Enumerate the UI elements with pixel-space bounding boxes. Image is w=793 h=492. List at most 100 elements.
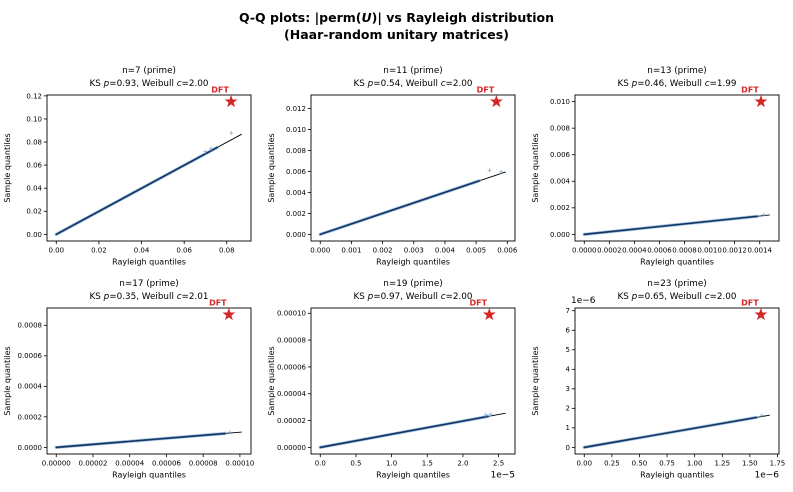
y-axis-label: Sample quantiles	[267, 346, 276, 415]
subplot-subtitle: KS p=0.97, Weibull c=2.00	[353, 292, 472, 302]
x-tick-label: 0.00010	[225, 460, 254, 468]
x-tick-label: 1.75	[769, 460, 785, 468]
x-tick-label: 0.0010	[697, 247, 722, 255]
y-tick-label: 0.00000	[277, 444, 306, 452]
figure-title: Q-Q plots: |perm(U)| vs Rayleigh distrib…	[0, 0, 793, 43]
y-tick-label: 0.0008	[17, 322, 42, 330]
x-tick-label: 0.0002	[597, 247, 622, 255]
y-tick-label: 0.002	[285, 210, 305, 218]
dft-annotation: DFT	[741, 299, 759, 308]
qq-subplot-n13: n=13 (prime) KS p=0.46, Weibull c=1.99 0.0…	[531, 66, 779, 267]
subplot-grid: n=7 (prime) KS p=0.93, Weibull c=2.00 0.00…	[0, 57, 793, 483]
y-tick-label: 0.006	[549, 151, 570, 159]
outlier-marker	[498, 169, 503, 174]
x-axis-offset: 1e−5	[490, 471, 515, 481]
x-tick-label: 1.25	[714, 460, 730, 468]
x-tick-label: 0.003	[403, 247, 423, 255]
y-tick-label: 0.000	[549, 231, 569, 239]
data-quantile-line	[583, 416, 757, 448]
x-tick-label: 0.000	[310, 247, 330, 255]
x-tick-label: 2.5	[493, 460, 504, 468]
x-tick-label: 0.0012	[722, 247, 747, 255]
y-tick-label: 3	[565, 385, 569, 393]
x-tick-label: 0.25	[604, 460, 620, 468]
x-tick-label: 0.0000	[572, 247, 597, 255]
y-tick-label: 0.00	[26, 231, 42, 239]
y-axis-label: Sample quantiles	[531, 346, 540, 415]
y-axis-label: Sample quantiles	[3, 346, 12, 415]
y-tick-label: 0.02	[26, 208, 42, 216]
x-tick-label: 1.0	[386, 460, 397, 468]
x-tick-label: 0.00000	[41, 460, 70, 468]
outlier-marker	[228, 131, 233, 136]
data-quantile-line	[319, 180, 480, 235]
subplot-subtitle: KS p=0.93, Weibull c=2.00	[89, 79, 208, 89]
y-axis-offset: 1e−6	[571, 296, 596, 306]
y-tick-label: 0.08	[26, 138, 42, 146]
axes-frame	[310, 94, 515, 242]
qq-subplot-n23: n=23 (prime) KS p=0.65, Weibull c=2.00 0.0…	[531, 279, 785, 481]
outlier-marker	[761, 212, 766, 217]
outlier-marker	[227, 430, 232, 435]
y-tick-label: 0.010	[549, 98, 569, 106]
dft-annotation: DFT	[741, 86, 759, 95]
dft-annotation: DFT	[211, 86, 229, 95]
figure-title-line1: Q-Q plots: |perm(U)| vs Rayleigh distrib…	[0, 9, 793, 26]
x-axis-label: Rayleigh quantiles	[112, 258, 186, 267]
y-tick-label: 0.008	[285, 147, 305, 155]
x-tick-label: 0.00008	[188, 460, 217, 468]
y-tick-label: 0.010	[285, 126, 305, 134]
x-tick-label: 0.00002	[78, 460, 107, 468]
y-tick-label: 0.004	[285, 189, 306, 197]
x-tick-label: 0.02	[91, 247, 107, 255]
x-tick-label: 1.00	[686, 460, 702, 468]
y-tick-label: 0.00004	[277, 390, 306, 398]
outlier-marker	[208, 146, 213, 151]
y-tick-label: 0.10	[26, 115, 42, 123]
x-tick-label: 0.00	[48, 247, 64, 255]
subplot-title: n=13 (prime)	[647, 66, 706, 76]
outlier-marker	[759, 413, 764, 418]
subplot-subtitle: KS p=0.65, Weibull c=2.00	[617, 292, 736, 302]
y-tick-label: 7	[565, 307, 569, 315]
x-tick-label: 2.0	[457, 460, 468, 468]
y-tick-label: 0.006	[285, 168, 306, 176]
y-axis-label: Sample quantiles	[267, 133, 276, 202]
x-axis-label: Rayleigh quantiles	[640, 258, 714, 267]
y-tick-label: 0.04	[26, 185, 42, 193]
y-tick-label: 0.12	[26, 92, 42, 100]
axes-frame	[46, 307, 251, 455]
figure-title-line2: (Haar-random unitary matrices)	[284, 27, 509, 42]
outlier-marker	[487, 168, 492, 173]
x-tick-label: 1.5	[421, 460, 432, 468]
dft-star	[753, 307, 767, 321]
y-tick-label: 1	[565, 424, 569, 432]
x-axis-label: Rayleigh quantiles	[112, 471, 186, 480]
y-tick-label: 0.06	[26, 162, 42, 170]
y-tick-label: 5	[565, 346, 569, 354]
subplot-subtitle: KS p=0.46, Weibull c=1.99	[617, 79, 736, 89]
qq-subplot-n17: n=17 (prime) KS p=0.35, Weibull c=2.01 0.0…	[3, 279, 254, 480]
x-tick-label: 0.001	[341, 247, 361, 255]
x-tick-label: 0.006	[497, 247, 518, 255]
subplot-title: n=23 (prime)	[647, 279, 706, 289]
x-tick-label: 0.0006	[647, 247, 672, 255]
y-tick-label: 0.002	[549, 204, 569, 212]
data-quantile-line	[583, 215, 758, 235]
x-tick-label: 0.5	[350, 460, 361, 468]
y-tick-label: 6	[565, 327, 570, 335]
subplot-title: n=11 (prime)	[383, 66, 442, 76]
x-axis-label: Rayleigh quantiles	[640, 471, 714, 480]
dft-star	[221, 307, 235, 321]
outlier-marker	[488, 412, 493, 417]
y-tick-label: 4	[565, 366, 570, 374]
x-tick-label: 0.06	[176, 247, 192, 255]
y-tick-label: 0	[565, 444, 569, 452]
x-tick-label: 0.004	[434, 247, 455, 255]
x-tick-label: 0.04	[133, 247, 149, 255]
dft-star	[489, 94, 503, 108]
y-axis-label: Sample quantiles	[531, 133, 540, 202]
subplot-subtitle: KS p=0.35, Weibull c=2.01	[89, 292, 208, 302]
subplot-title: n=17 (prime)	[119, 279, 178, 289]
